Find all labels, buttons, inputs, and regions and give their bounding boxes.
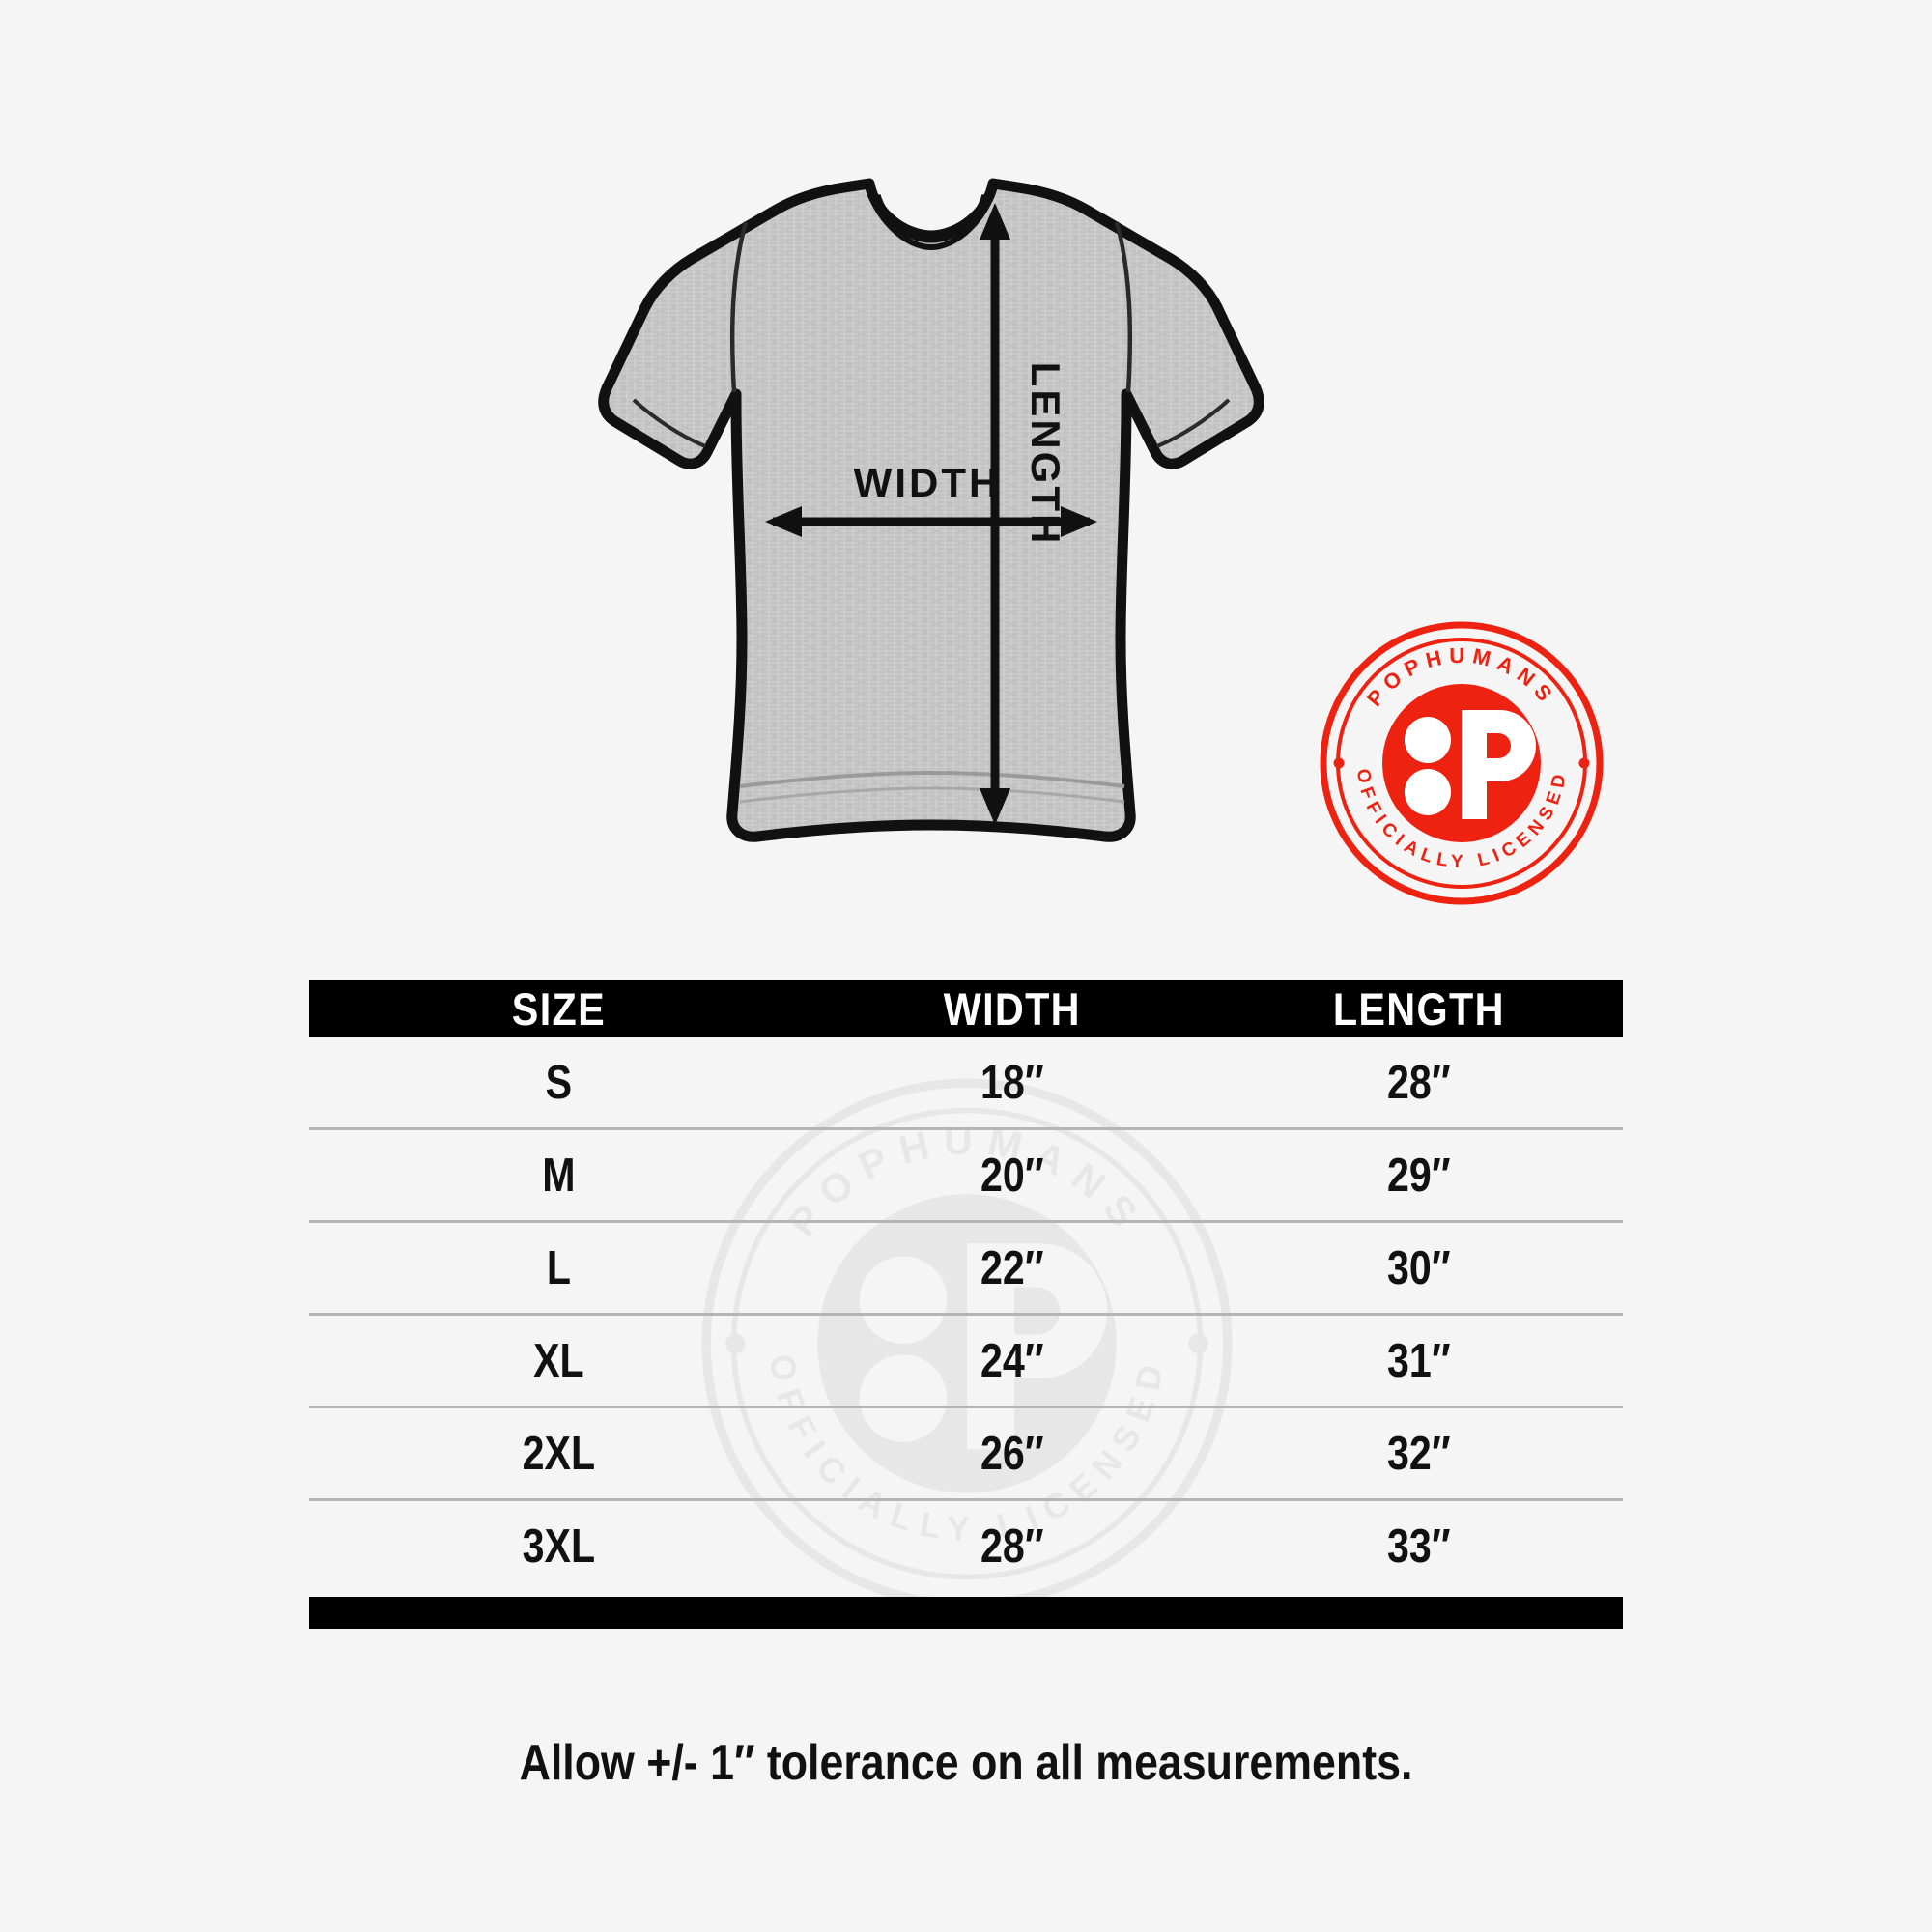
- bottom-hem-stitch-2: [739, 786, 1125, 804]
- sleeve-cuff-right: [1156, 398, 1231, 448]
- bottom-hem-stitch: [739, 770, 1125, 788]
- cell-width: 28″: [980, 1520, 1044, 1573]
- cell-size: L: [546, 1241, 571, 1294]
- width-label: WIDTH: [854, 460, 1002, 505]
- cell-size: 2XL: [522, 1427, 596, 1480]
- table-header-width: WIDTH: [943, 982, 1081, 1035]
- cell-width: 18″: [980, 1056, 1044, 1109]
- table-header-size: SIZE: [511, 982, 606, 1035]
- table-footer-bar: [309, 1597, 1623, 1629]
- sleeve-seam-left: [729, 221, 749, 393]
- length-label: LENGTH: [1023, 362, 1068, 547]
- cell-length: 33″: [1387, 1520, 1451, 1573]
- cell-length: 30″: [1387, 1241, 1451, 1294]
- cell-width: 20″: [980, 1149, 1044, 1202]
- size-table: SIZE WIDTH LENGTH S 18″ 28″ M 20″ 29″ L …: [309, 980, 1623, 1629]
- table-row: 3XL 28″ 33″: [309, 1501, 1623, 1591]
- collar-rib-inner: [873, 193, 989, 243]
- table-header-row: SIZE WIDTH LENGTH: [309, 980, 1623, 1037]
- cell-length: 32″: [1387, 1427, 1451, 1480]
- collar-rib-outer: [866, 186, 997, 251]
- table-row: XL 24″ 31″: [309, 1316, 1623, 1408]
- table-header-length: LENGTH: [1333, 982, 1506, 1035]
- tshirt-outline: [598, 178, 1264, 842]
- cell-length: 29″: [1387, 1149, 1451, 1202]
- sleeve-cuff-left: [632, 398, 706, 448]
- cell-size: XL: [533, 1334, 584, 1387]
- table-row: 2XL 26″ 32″: [309, 1408, 1623, 1501]
- cell-size: S: [545, 1056, 573, 1109]
- badge-side-dot-left: [1333, 757, 1345, 769]
- sleeve-seam-right: [1114, 221, 1133, 393]
- badge-side-dot-right: [1578, 757, 1590, 769]
- badge-dot-lower: [1405, 769, 1451, 815]
- cell-size: M: [542, 1149, 576, 1202]
- table-body: S 18″ 28″ M 20″ 29″ L 22″ 30″ XL 24″ 31″…: [309, 1037, 1623, 1591]
- badge-dot-upper: [1405, 717, 1451, 763]
- cell-width: 24″: [980, 1334, 1044, 1387]
- tolerance-note: Allow +/- 1″ tolerance on all measuremen…: [519, 1735, 1413, 1791]
- pophumans-logo-badge: POPHUMANS OFFICIALLY LICENSED: [1317, 618, 1606, 908]
- cell-size: 3XL: [522, 1520, 596, 1573]
- tshirt-diagram: WIDTH LENGTH: [541, 164, 1314, 898]
- cell-length: 28″: [1387, 1056, 1451, 1109]
- length-measure-arrow: [980, 203, 1010, 825]
- badge-outer-ring: [1320, 621, 1604, 905]
- badge-letter-p: [1462, 710, 1536, 819]
- table-row: L 22″ 30″: [309, 1223, 1623, 1316]
- table-row: M 20″ 29″: [309, 1130, 1623, 1223]
- width-measure-arrow: [765, 506, 1097, 537]
- cell-length: 31″: [1387, 1334, 1451, 1387]
- table-row: S 18″ 28″: [309, 1037, 1623, 1130]
- cell-width: 22″: [980, 1241, 1044, 1294]
- cell-width: 26″: [980, 1427, 1044, 1480]
